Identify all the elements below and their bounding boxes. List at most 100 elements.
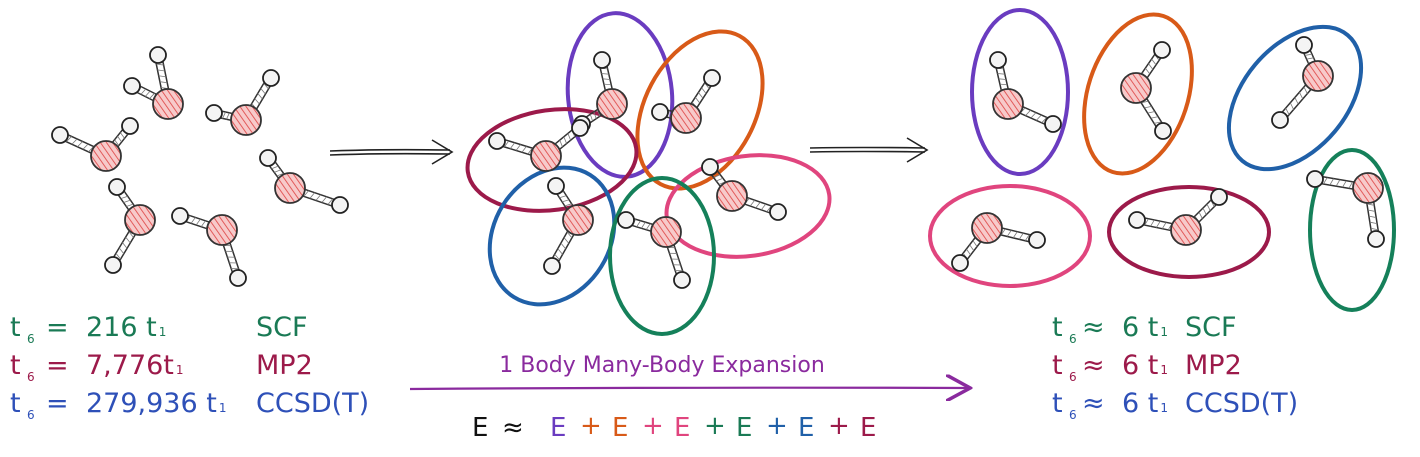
hydrogen-atom	[571, 119, 589, 137]
separated-water-monomers	[928, 8, 1396, 312]
oxygen-atom	[562, 204, 594, 236]
monomer-ellipse-crimson	[1107, 185, 1271, 279]
water-molecule	[1306, 170, 1385, 248]
method-label: MP2	[1185, 350, 1242, 381]
relation-symbol: ≈	[1082, 312, 1105, 343]
water-molecule	[701, 158, 787, 221]
cost-equation-row: t 6 ≈6 t 1 CCSD(T)	[1052, 388, 1298, 422]
cost-equation-row: t 6 = 279,936 t 1 CCSD(T)	[10, 388, 369, 422]
hydrogen-atom	[488, 132, 506, 150]
cost-value: 7,776t	[86, 350, 174, 381]
hydrogen-atom	[673, 271, 691, 289]
water-molecule	[1271, 36, 1334, 129]
energy-term: E	[860, 413, 876, 443]
hydrogen-atom	[1044, 115, 1062, 133]
oxygen-atom	[124, 204, 156, 236]
water-molecule	[51, 117, 139, 172]
fragment-ellipse-blue	[487, 165, 617, 307]
water-molecule	[488, 119, 589, 172]
oxygen-atom	[971, 212, 1003, 244]
hydrogen-atom	[651, 103, 669, 121]
cluster-size-subscript: 6	[27, 370, 35, 384]
water-molecule	[104, 178, 156, 274]
oxygen-atom	[596, 88, 628, 120]
relation-symbol: =	[46, 388, 69, 419]
oxygen-atom	[1352, 172, 1384, 204]
hydrogen-atom	[123, 77, 141, 95]
water-molecule	[651, 69, 721, 134]
water-molecule	[951, 212, 1046, 272]
hydrogen-atom	[1271, 111, 1289, 129]
cluster-size-subscript: 6	[27, 408, 35, 422]
hydrogen-atom	[951, 254, 969, 272]
relation-symbol: =	[46, 312, 69, 343]
monomer-subscript: 1	[1160, 363, 1168, 377]
arrow-fragments-to-monomers	[809, 137, 929, 163]
oxygen-atom	[1302, 60, 1334, 92]
monomer-subscript: 1	[159, 325, 167, 339]
cluster-size-subscript: 6	[1069, 332, 1077, 346]
hydrogen-atom	[1154, 122, 1172, 140]
oxygen-atom	[274, 172, 306, 204]
oxygen-atom	[152, 88, 184, 120]
time-symbol: t	[10, 388, 21, 419]
hydrogen-atom	[1295, 36, 1313, 54]
water-molecule	[171, 207, 247, 287]
water-hexamer-cluster	[51, 46, 349, 287]
hydrogen-atom	[229, 269, 247, 287]
monomer-ellipse-pink	[928, 184, 1092, 288]
hydrogen-atom	[543, 257, 561, 275]
hydrogen-atom	[259, 149, 277, 167]
oxygen-atom	[650, 216, 682, 248]
cost-value: 6 t	[1122, 388, 1158, 419]
hydrogen-atom	[1028, 231, 1046, 249]
hydrogen-atom	[1153, 41, 1171, 59]
energy-term: E	[612, 413, 628, 443]
time-symbol: t	[10, 312, 21, 343]
hydrogen-atom	[262, 69, 280, 87]
monomer-subscript: 1	[1160, 325, 1168, 339]
monomer-subscript: 1	[1160, 401, 1168, 415]
plus-sign: +	[580, 411, 602, 441]
time-symbol: t	[1052, 312, 1063, 343]
time-symbol: t	[1052, 350, 1063, 381]
method-label: SCF	[256, 312, 308, 343]
cluster-size-subscript: 6	[27, 332, 35, 346]
cost-equation-row: t 6 = 7,776t 1 MP2	[10, 350, 313, 384]
hydrogen-atom	[1306, 170, 1324, 188]
hydrogen-atom	[1128, 211, 1146, 229]
time-symbol: t	[1052, 388, 1063, 419]
oxygen-atom	[230, 104, 262, 136]
hydrogen-atom	[1210, 188, 1228, 206]
water-molecule	[543, 177, 594, 275]
oxygen-atom	[670, 102, 702, 134]
plus-sign: +	[828, 411, 850, 441]
hydrogen-atom	[989, 51, 1007, 69]
plus-sign: +	[642, 411, 664, 441]
hydrogen-atom	[149, 46, 167, 64]
oxygen-atom	[1120, 72, 1152, 104]
hydrogen-atom	[1367, 230, 1385, 248]
cost-value: 6 t	[1122, 312, 1158, 343]
energy-term: E	[674, 413, 690, 443]
water-molecule	[1120, 41, 1172, 140]
method-label: MP2	[256, 350, 313, 381]
cluster-size-subscript: 6	[1069, 408, 1077, 422]
plus-sign: +	[704, 411, 726, 441]
hydrogen-atom	[121, 117, 139, 135]
relation-symbol: ≈	[1082, 350, 1105, 381]
energy-term: E	[798, 413, 814, 443]
plus-sign: +	[766, 411, 788, 441]
energy-sum-expression: E ≈ E + E + E + E + E + E	[472, 411, 876, 443]
hydrogen-atom	[51, 126, 69, 144]
hydrogen-atom	[703, 69, 721, 87]
hydrogen-atom	[593, 51, 611, 69]
monomer-ellipse-orange	[1082, 12, 1194, 176]
monomer-ellipse-green	[1308, 148, 1396, 312]
cost-equation-row: t 6 ≈6 t 1 SCF	[1052, 312, 1237, 346]
cost-equation-row: t 6 ≈6 t 1 MP2	[1052, 350, 1242, 384]
relation-symbol: ≈	[1082, 388, 1105, 419]
oxygen-atom	[530, 140, 562, 172]
